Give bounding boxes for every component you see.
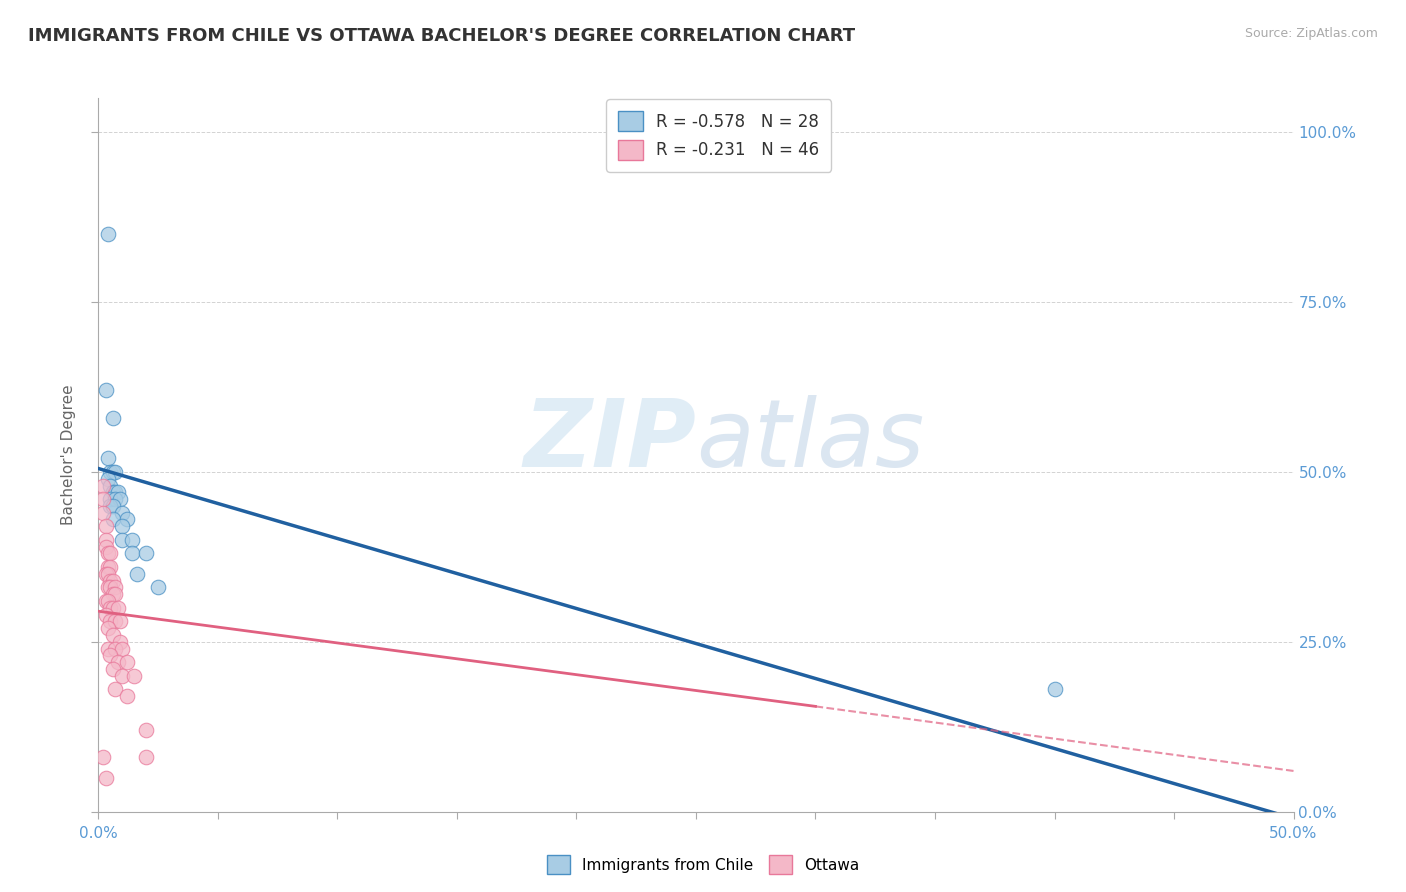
Point	[101, 628, 124, 642]
Point	[111, 669, 134, 683]
Point	[101, 465, 124, 479]
Point	[98, 581, 122, 595]
Point	[107, 600, 129, 615]
Point	[97, 581, 120, 595]
Text: ZIP: ZIP	[523, 394, 696, 487]
Point	[94, 594, 117, 608]
Point	[98, 492, 122, 507]
Point	[104, 485, 127, 500]
Point	[101, 512, 124, 526]
Point	[125, 566, 148, 581]
Text: atlas: atlas	[696, 395, 924, 486]
Point	[94, 519, 117, 533]
Point	[97, 641, 120, 656]
Point	[97, 451, 120, 466]
Text: IMMIGRANTS FROM CHILE VS OTTAWA BACHELOR'S DEGREE CORRELATION CHART: IMMIGRANTS FROM CHILE VS OTTAWA BACHELOR…	[28, 27, 855, 45]
Point	[98, 478, 122, 492]
Point	[98, 574, 122, 588]
Point	[148, 581, 170, 595]
Point	[101, 574, 124, 588]
Point	[115, 512, 138, 526]
Point	[101, 587, 124, 601]
Point	[121, 533, 143, 547]
Point	[101, 499, 124, 513]
Point	[94, 771, 117, 785]
Point	[94, 384, 117, 398]
Point	[94, 533, 117, 547]
Point	[135, 723, 157, 738]
Point	[94, 607, 117, 622]
Point	[97, 621, 120, 635]
Point	[104, 581, 127, 595]
Point	[107, 655, 129, 669]
Point	[135, 546, 157, 560]
Point	[98, 615, 122, 629]
Point	[104, 615, 127, 629]
Point	[91, 506, 114, 520]
Point	[121, 546, 143, 560]
Point	[115, 689, 138, 703]
Point	[94, 540, 117, 554]
Point	[124, 669, 146, 683]
Point	[98, 648, 122, 663]
Point	[101, 600, 124, 615]
Point	[98, 600, 122, 615]
Point	[101, 410, 124, 425]
Point	[97, 566, 120, 581]
Point	[111, 506, 134, 520]
Point	[104, 492, 127, 507]
Point	[111, 519, 134, 533]
Point	[98, 546, 122, 560]
Y-axis label: Bachelor's Degree: Bachelor's Degree	[60, 384, 76, 525]
Point	[97, 472, 120, 486]
Point	[101, 662, 124, 676]
Legend: R = -0.578   N = 28, R = -0.231   N = 46: R = -0.578 N = 28, R = -0.231 N = 46	[606, 99, 831, 171]
Text: Source: ZipAtlas.com: Source: ZipAtlas.com	[1244, 27, 1378, 40]
Point	[1043, 682, 1066, 697]
Point	[104, 465, 127, 479]
Legend: Immigrants from Chile, Ottawa: Immigrants from Chile, Ottawa	[541, 849, 865, 880]
Point	[104, 587, 127, 601]
Point	[94, 566, 117, 581]
Point	[108, 635, 131, 649]
Point	[108, 615, 131, 629]
Point	[91, 750, 114, 764]
Point	[97, 594, 120, 608]
Point	[104, 641, 127, 656]
Point	[98, 465, 122, 479]
Point	[98, 560, 122, 574]
Point	[101, 485, 124, 500]
Point	[115, 655, 138, 669]
Point	[97, 227, 120, 241]
Point	[104, 682, 127, 697]
Point	[97, 560, 120, 574]
Point	[98, 499, 122, 513]
Point	[97, 546, 120, 560]
Point	[108, 492, 131, 507]
Point	[107, 485, 129, 500]
Point	[111, 641, 134, 656]
Point	[111, 533, 134, 547]
Point	[91, 492, 114, 507]
Point	[135, 750, 157, 764]
Point	[91, 478, 114, 492]
